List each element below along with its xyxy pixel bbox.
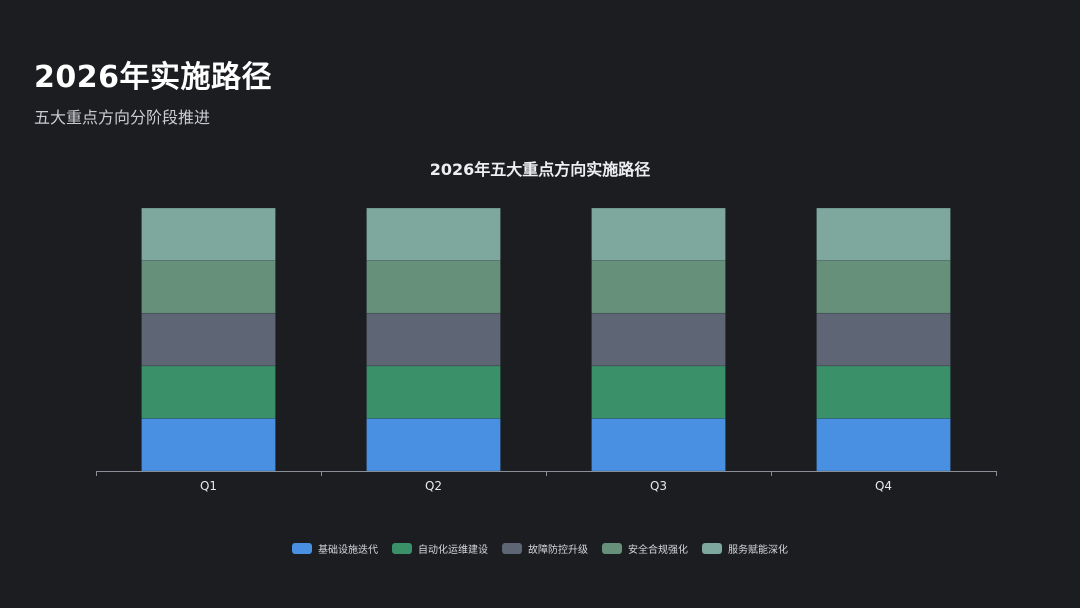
legend-label: 自动化运维建设: [418, 545, 488, 556]
legend-swatch: [702, 543, 722, 554]
x-tick-label-q4: Q4: [875, 479, 892, 493]
legend-label: 安全合规强化: [628, 545, 688, 556]
legend-item-3[interactable]: 故障防控升级: [502, 541, 588, 556]
bar-segment-q2-series-1: [366, 418, 501, 472]
bar-segment-q2-series-2: [366, 365, 501, 419]
legend-item-4[interactable]: 安全合规强化: [602, 541, 688, 556]
x-tick-label-q1: Q1: [200, 479, 217, 493]
x-tick-label-q2: Q2: [425, 479, 442, 493]
legend-label: 故障防控升级: [528, 545, 588, 556]
bar-segment-q2-series-4: [366, 260, 501, 314]
bar-segment-q1-series-4: [141, 260, 276, 314]
legend-item-5[interactable]: 服务赋能深化: [702, 541, 788, 556]
page-subtitle: 五大重点方向分阶段推进: [34, 108, 211, 127]
legend-swatch: [292, 543, 312, 554]
bar-segment-q1-series-3: [141, 312, 276, 367]
legend-swatch: [392, 543, 412, 554]
bar-segment-q3-series-5: [591, 207, 726, 261]
bar-segment-q3-series-4: [591, 260, 726, 314]
bar-segment-q2-series-3: [366, 312, 501, 367]
legend-label: 服务赋能深化: [728, 545, 788, 556]
bar-segment-q4-series-4: [816, 260, 951, 314]
bar-segment-q4-series-5: [816, 207, 951, 261]
bar-segment-q4-series-2: [816, 365, 951, 419]
bar-segment-q1-series-5: [141, 207, 276, 261]
legend-item-2[interactable]: 自动化运维建设: [392, 541, 488, 556]
bar-segment-q1-series-1: [141, 418, 276, 472]
legend-item-1[interactable]: 基础设施迭代: [292, 541, 378, 556]
bar-segment-q2-series-5: [366, 207, 501, 261]
bar-segment-q4-series-3: [816, 312, 951, 367]
page-title: 2026年实施路径: [34, 60, 272, 95]
legend-swatch: [502, 543, 522, 554]
legend-swatch: [602, 543, 622, 554]
bar-segment-q4-series-1: [816, 418, 951, 472]
chart-title: 2026年五大重点方向实施路径: [429, 160, 651, 179]
legend-label: 基础设施迭代: [318, 545, 378, 556]
bar-segment-q3-series-2: [591, 365, 726, 419]
x-tick-label-q3: Q3: [650, 479, 667, 493]
chart-legend: 基础设施迭代 自动化运维建设 故障防控升级 安全合规强化 服务赋能深化: [0, 541, 1080, 556]
bar-segment-q1-series-2: [141, 365, 276, 419]
bar-segment-q3-series-3: [591, 312, 726, 367]
bar-segment-q3-series-1: [591, 418, 726, 472]
